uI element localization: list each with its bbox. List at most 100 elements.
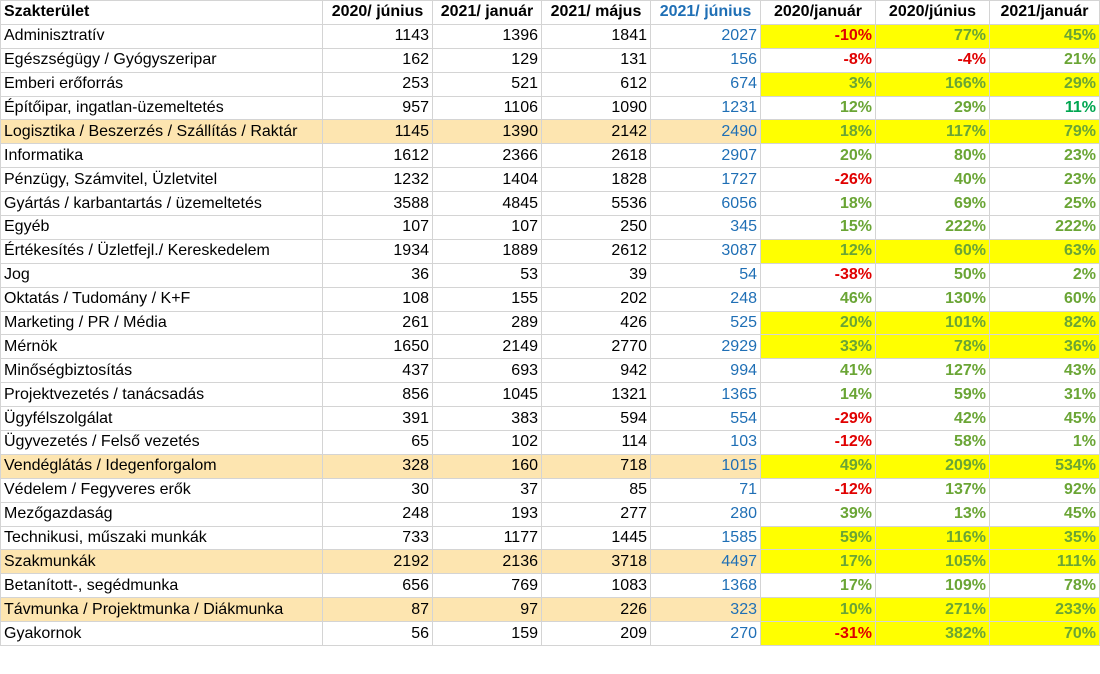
percent-cell[interactable]: -26%	[760, 167, 876, 193]
percent-cell[interactable]: -29%	[760, 406, 876, 432]
value-cell[interactable]: 253	[322, 71, 433, 97]
value-cell[interactable]: 718	[541, 453, 651, 479]
column-header[interactable]: 2021/ június	[650, 0, 761, 25]
percent-cell[interactable]: 12%	[760, 238, 876, 264]
value-cell[interactable]: 87	[322, 597, 433, 623]
value-cell[interactable]: 1045	[432, 382, 542, 408]
value-cell[interactable]: 248	[322, 501, 433, 527]
percent-cell[interactable]: 31%	[989, 382, 1100, 408]
category-cell[interactable]: Technikusi, műszaki munkák	[0, 525, 323, 551]
category-cell[interactable]: Szakmunkák	[0, 549, 323, 575]
value-cell[interactable]: 1727	[650, 167, 761, 193]
value-cell[interactable]: 345	[650, 215, 761, 240]
value-cell[interactable]: 323	[650, 597, 761, 623]
percent-cell[interactable]: 40%	[875, 167, 990, 193]
value-cell[interactable]: 209	[541, 621, 651, 647]
value-cell[interactable]: 426	[541, 310, 651, 336]
percent-cell[interactable]: 69%	[875, 191, 990, 217]
value-cell[interactable]: 159	[432, 621, 542, 647]
value-cell[interactable]: 521	[432, 71, 542, 97]
percent-cell[interactable]: 33%	[760, 334, 876, 360]
column-header[interactable]: 2020/január	[760, 0, 876, 25]
percent-cell[interactable]: 46%	[760, 286, 876, 312]
value-cell[interactable]: 594	[541, 406, 651, 432]
percent-cell[interactable]: -31%	[760, 621, 876, 647]
category-cell[interactable]: Mérnök	[0, 334, 323, 360]
value-cell[interactable]: 65	[322, 430, 433, 455]
value-cell[interactable]: 53	[432, 262, 542, 288]
value-cell[interactable]: 162	[322, 47, 433, 73]
value-cell[interactable]: 71	[650, 477, 761, 503]
value-cell[interactable]: 1145	[322, 119, 433, 145]
category-cell[interactable]: Oktatás / Tudomány / K+F	[0, 286, 323, 312]
percent-cell[interactable]: 18%	[760, 119, 876, 145]
percent-cell[interactable]: 2%	[989, 262, 1100, 288]
value-cell[interactable]: 391	[322, 406, 433, 432]
value-cell[interactable]: 693	[432, 358, 542, 384]
value-cell[interactable]: 3087	[650, 238, 761, 264]
category-cell[interactable]: Egészségügy / Gyógyszeripar	[0, 47, 323, 73]
value-cell[interactable]: 202	[541, 286, 651, 312]
value-cell[interactable]: 85	[541, 477, 651, 503]
category-cell[interactable]: Informatika	[0, 143, 323, 169]
percent-cell[interactable]: 77%	[875, 23, 990, 49]
value-cell[interactable]: 114	[541, 430, 651, 455]
percent-cell[interactable]: 36%	[989, 334, 1100, 360]
percent-cell[interactable]: -4%	[875, 47, 990, 73]
category-cell[interactable]: Egyéb	[0, 215, 323, 240]
category-cell[interactable]: Projektvezetés / tanácsadás	[0, 382, 323, 408]
column-header[interactable]: 2020/ június	[322, 0, 433, 25]
value-cell[interactable]: 1368	[650, 573, 761, 599]
percent-cell[interactable]: 39%	[760, 501, 876, 527]
percent-cell[interactable]: 3%	[760, 71, 876, 97]
value-cell[interactable]: 3588	[322, 191, 433, 217]
category-cell[interactable]: Minőségbiztosítás	[0, 358, 323, 384]
value-cell[interactable]: 674	[650, 71, 761, 97]
percent-cell[interactable]: 60%	[989, 286, 1100, 312]
value-cell[interactable]: 2907	[650, 143, 761, 169]
category-cell[interactable]: Gyártás / karbantartás / üzemeltetés	[0, 191, 323, 217]
percent-cell[interactable]: 222%	[875, 215, 990, 240]
percent-cell[interactable]: 233%	[989, 597, 1100, 623]
category-cell[interactable]: Gyakornok	[0, 621, 323, 647]
percent-cell[interactable]: -10%	[760, 23, 876, 49]
value-cell[interactable]: 994	[650, 358, 761, 384]
value-cell[interactable]: 437	[322, 358, 433, 384]
value-cell[interactable]: 2142	[541, 119, 651, 145]
percent-cell[interactable]: 17%	[760, 573, 876, 599]
percent-cell[interactable]: 43%	[989, 358, 1100, 384]
value-cell[interactable]: 383	[432, 406, 542, 432]
percent-cell[interactable]: 25%	[989, 191, 1100, 217]
value-cell[interactable]: 957	[322, 95, 433, 121]
percent-cell[interactable]: 80%	[875, 143, 990, 169]
percent-cell[interactable]: 127%	[875, 358, 990, 384]
value-cell[interactable]: 1934	[322, 238, 433, 264]
value-cell[interactable]: 261	[322, 310, 433, 336]
value-cell[interactable]: 155	[432, 286, 542, 312]
value-cell[interactable]: 5536	[541, 191, 651, 217]
value-cell[interactable]: 193	[432, 501, 542, 527]
percent-cell[interactable]: 20%	[760, 143, 876, 169]
column-header[interactable]: 2021/január	[989, 0, 1100, 25]
value-cell[interactable]: 39	[541, 262, 651, 288]
column-header[interactable]: 2021/ május	[541, 0, 651, 25]
percent-cell[interactable]: 29%	[875, 95, 990, 121]
category-cell[interactable]: Ügyvezetés / Felső vezetés	[0, 430, 323, 455]
percent-cell[interactable]: 45%	[989, 23, 1100, 49]
value-cell[interactable]: 270	[650, 621, 761, 647]
percent-cell[interactable]: 42%	[875, 406, 990, 432]
value-cell[interactable]: 1585	[650, 525, 761, 551]
category-cell[interactable]: Építőipar, ingatlan-üzemeltetés	[0, 95, 323, 121]
category-cell[interactable]: Marketing / PR / Média	[0, 310, 323, 336]
category-cell[interactable]: Pénzügy, Számvitel, Üzletvitel	[0, 167, 323, 193]
percent-cell[interactable]: 21%	[989, 47, 1100, 73]
percent-cell[interactable]: 29%	[989, 71, 1100, 97]
value-cell[interactable]: 1321	[541, 382, 651, 408]
percent-cell[interactable]: 116%	[875, 525, 990, 551]
value-cell[interactable]: 942	[541, 358, 651, 384]
category-cell[interactable]: Emberi erőforrás	[0, 71, 323, 97]
category-cell[interactable]: Értékesítés / Üzletfejl./ Kereskedelem	[0, 238, 323, 264]
category-cell[interactable]: Mezőgazdaság	[0, 501, 323, 527]
percent-cell[interactable]: 137%	[875, 477, 990, 503]
value-cell[interactable]: 769	[432, 573, 542, 599]
